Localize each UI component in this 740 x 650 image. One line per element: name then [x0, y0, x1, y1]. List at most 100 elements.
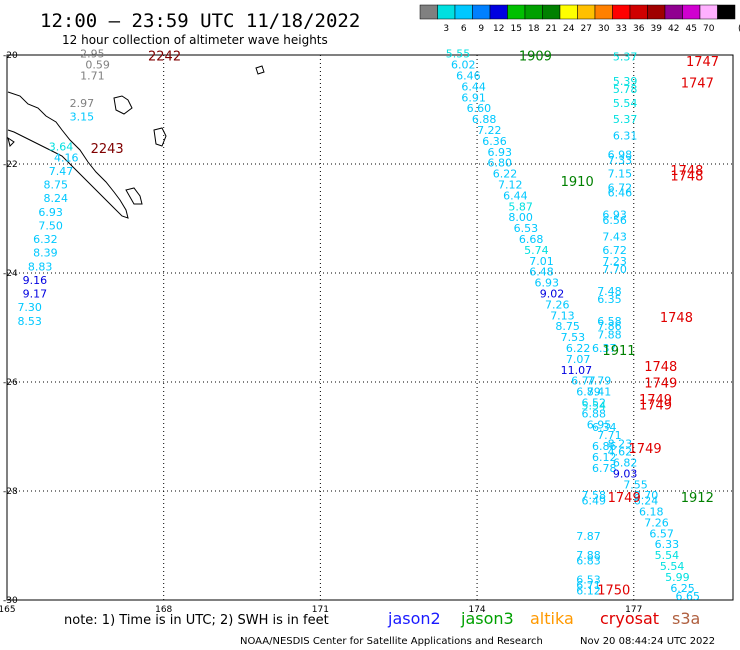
wave-height-value: 5.37: [613, 113, 638, 126]
wave-height-value: 6.72: [602, 244, 627, 257]
wave-height-value: 6.89: [576, 386, 601, 399]
wave-height-value: 7.71: [597, 429, 622, 442]
wave-height-value: 6.56: [602, 214, 627, 227]
pass-time-label: 1912: [681, 491, 714, 506]
legend-swatch: [472, 4, 491, 20]
pass-time-label: 2242: [148, 49, 181, 64]
satellite-jason3: jason3: [460, 609, 514, 628]
pass-time-label: 1910: [561, 175, 594, 190]
footer-timestamp: Nov 20 08:44:24 UTC 2022: [580, 636, 715, 647]
wave-height-value: 6.25: [670, 582, 695, 595]
wave-height-value: 7.13: [550, 309, 575, 322]
wave-height-value: 7.01: [529, 255, 554, 268]
wave-height-value: 3.15: [70, 110, 95, 123]
pass-time-label: 1749: [608, 491, 641, 506]
wave-height-value: 6.52: [582, 397, 607, 410]
wave-height-value: 8.39: [33, 247, 58, 260]
wave-height-value: 6.80: [488, 157, 512, 170]
pass-time-label: 1911: [602, 344, 635, 359]
wave-height-value: 6.36: [482, 135, 507, 148]
wave-height-value: 6.49: [582, 495, 607, 508]
wave-height-value: 6.58: [597, 315, 622, 328]
legend-tick-label: 42: [668, 24, 679, 34]
wave-height-value: 5.37: [613, 50, 638, 63]
wave-height-value: 7.30: [17, 301, 42, 314]
wave-height-value: 2.97: [70, 97, 95, 110]
wave-height-value: 9.16: [23, 274, 48, 287]
pass-time-label: 1748: [660, 311, 693, 326]
pass-time-label: 1749: [644, 376, 677, 391]
wave-height-value: 9.17: [23, 288, 48, 301]
wave-height-value: 1.71: [80, 70, 105, 83]
wave-height-value: 6.78: [592, 462, 617, 475]
legend-swatch: [629, 4, 648, 20]
pass-time-label: 1909: [519, 49, 552, 64]
wave-height-value: 7.41: [587, 386, 612, 399]
legend-tick-label: 24: [563, 24, 575, 34]
wave-height-value: 7.33: [608, 154, 633, 167]
wave-height-value: 7.26: [545, 298, 570, 311]
wave-height-value: 8.00: [508, 211, 532, 224]
wave-height-value: 5.87: [508, 200, 532, 213]
wave-height-value: 5.55: [446, 48, 471, 61]
gridlines: [7, 55, 733, 600]
legend-swatch: [664, 4, 683, 20]
wave-height-value: 6.83: [576, 555, 601, 568]
chart-title: 12:00 — 23:59 UTC 11/18/2022: [40, 10, 360, 32]
wave-height-value: 5.39: [613, 75, 638, 88]
legend-swatch: [577, 4, 596, 20]
wave-height-value: 8.75: [555, 320, 580, 333]
wave-height-value: 6.12: [592, 451, 617, 464]
wave-height-value: 6.31: [613, 129, 638, 142]
island-c: [153, 127, 167, 147]
plot-frame: [6, 54, 734, 601]
wave-height-value: 7.79: [587, 375, 612, 388]
wave-height-value: 6.65: [676, 590, 701, 603]
wave-height-value: 6.98: [608, 149, 633, 162]
wave-height-value: 6.46: [608, 187, 633, 200]
wave-height-value: 5.54: [613, 97, 638, 110]
satellite-cryosat: cryosat: [600, 609, 659, 628]
y-tick-label: -24: [3, 269, 18, 279]
legend-swatch: [559, 4, 578, 20]
pass-time-label: 1749: [639, 393, 672, 408]
wave-height-value: 6.44: [461, 80, 486, 93]
wave-height-value: 7.48: [597, 285, 622, 298]
pass-time-label: 1747: [686, 55, 719, 70]
wave-height-value: 5.54: [655, 549, 680, 562]
wave-height-value: 3.64: [49, 140, 74, 153]
coastlines: [7, 65, 265, 219]
wave-height-value: 6.93: [488, 146, 512, 159]
wave-height-value: 9.03: [613, 467, 638, 480]
pass-time-label: 1747: [681, 77, 714, 92]
wave-height-value: 6.22: [493, 168, 517, 181]
wave-height-value: 7.87: [576, 530, 601, 543]
wave-height-value: 7.70: [602, 263, 627, 276]
y-tick-label: -28: [3, 487, 18, 497]
wave-height-value: 7.15: [608, 168, 633, 181]
y-tick-label: -30: [3, 596, 18, 606]
wave-height-value: 5.99: [665, 571, 690, 584]
wave-height-value: 6.53: [576, 574, 601, 587]
wave-height-value: 8.23: [608, 437, 633, 450]
wave-height-value: 8.24: [44, 192, 69, 205]
wave-height-value: 7.86: [597, 320, 622, 333]
wave-height-value: 8.70: [634, 489, 659, 502]
wave-height-value: 6.24: [634, 495, 659, 508]
wave-height-value: 7.88: [576, 549, 601, 562]
wave-height-value: 6.48: [529, 266, 554, 279]
legend-tick-label: 36: [633, 24, 645, 34]
wave-height-value: 6.77: [571, 375, 596, 388]
legend-tick-label: 18: [528, 24, 540, 34]
wave-height-value: 5.54: [660, 560, 685, 573]
x-tick-label: 165: [0, 605, 16, 615]
wave-height-value: 5.78: [613, 83, 638, 96]
legend-swatch: [524, 4, 543, 20]
x-tick-label: 171: [312, 605, 329, 615]
legend-tick-label: 9: [478, 24, 484, 34]
pass-time-label: 1748: [644, 360, 677, 375]
wave-height-value: 6.95: [587, 418, 612, 431]
pass-time-label: 1748: [670, 164, 703, 179]
